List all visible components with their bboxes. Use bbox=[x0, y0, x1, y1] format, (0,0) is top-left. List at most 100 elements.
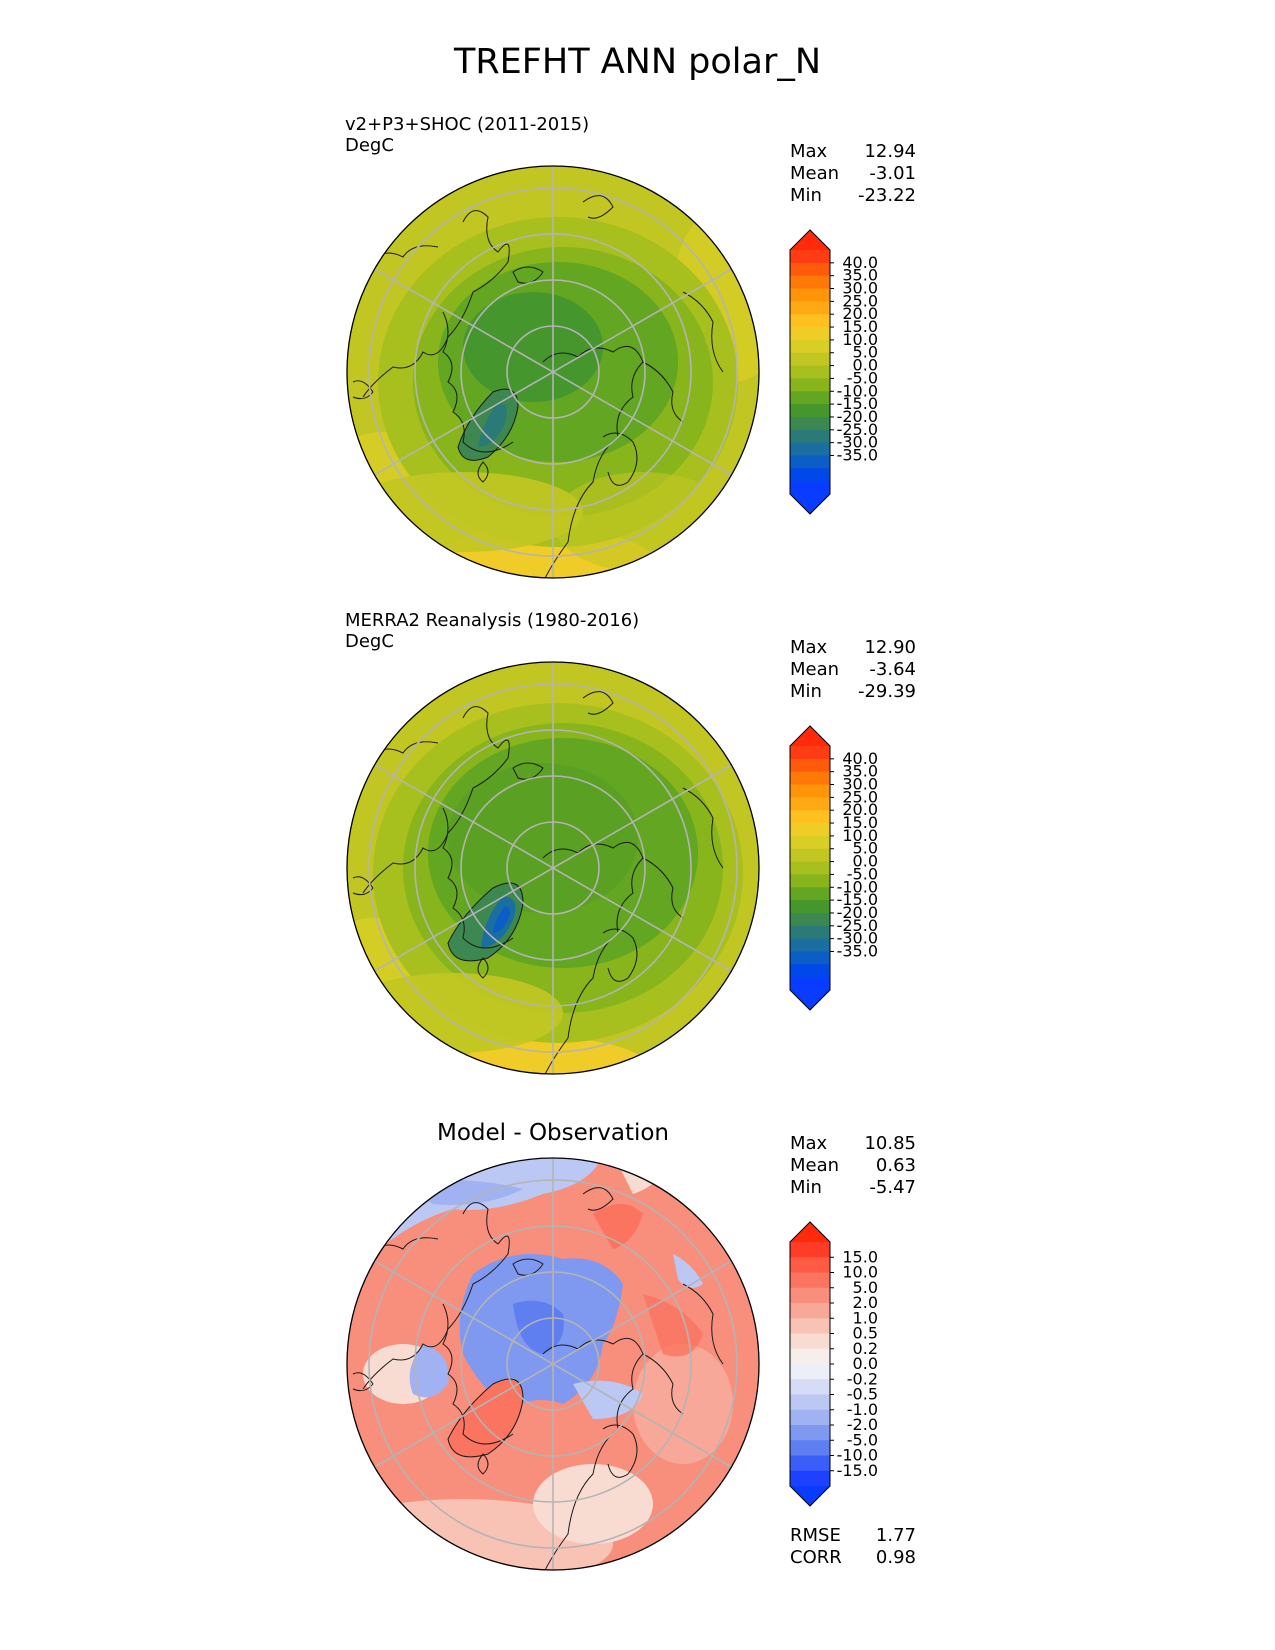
colorbar-segment bbox=[790, 1455, 830, 1472]
stats-diff-bottom: RMSE 1.77 CORR 0.98 bbox=[790, 1525, 916, 1569]
colorbar-segment bbox=[790, 925, 830, 940]
stat-value: -29.39 bbox=[857, 681, 916, 702]
colorbar-extend-top bbox=[790, 1222, 830, 1242]
colorbar-tick-label: 35.0 bbox=[842, 266, 878, 285]
colorbar-tick-label: -25.0 bbox=[837, 420, 878, 439]
colorbar-ref: 40.035.030.025.020.015.010.05.00.0-5.0-1… bbox=[789, 725, 878, 1011]
stat-label: CORR bbox=[790, 1547, 842, 1568]
map-diff bbox=[346, 1157, 760, 1571]
colorbar-tick-label: -1.0 bbox=[847, 1400, 878, 1419]
colorbar-segment bbox=[790, 1303, 830, 1319]
colorbar-segment bbox=[790, 455, 830, 469]
colorbar-tick-label: -20.0 bbox=[837, 407, 878, 426]
colorbar-tick-label: 20.0 bbox=[842, 304, 878, 323]
colorbar-segment bbox=[790, 365, 830, 379]
colorbar-segment bbox=[790, 442, 830, 456]
colorbar-segment bbox=[790, 416, 830, 431]
colorbar-tick-label: -25.0 bbox=[837, 916, 878, 935]
colorbar-tick-label: 0.2 bbox=[853, 1339, 878, 1358]
colorbar-segment bbox=[790, 938, 830, 952]
colorbar-segment bbox=[790, 481, 830, 495]
colorbar-segment bbox=[790, 951, 830, 965]
colorbar-segment bbox=[790, 1318, 830, 1334]
colorbar-tick-label: -10.0 bbox=[837, 1446, 878, 1465]
colorbar-tick-label: 0.0 bbox=[853, 1354, 878, 1373]
colorbar-tick-label: -5.0 bbox=[847, 1430, 878, 1449]
colorbar-segment bbox=[790, 848, 830, 863]
colorbar-segment bbox=[790, 1394, 830, 1411]
map-test bbox=[346, 165, 760, 579]
colorbar-test: 40.035.030.025.020.015.010.05.00.0-5.0-1… bbox=[789, 229, 878, 515]
colorbar-segment bbox=[790, 1440, 830, 1456]
colorbar-segment bbox=[790, 327, 830, 341]
colorbar-segment bbox=[790, 1242, 830, 1258]
colorbar-segment bbox=[790, 1257, 830, 1273]
colorbar-tick-label: 15.0 bbox=[842, 1247, 878, 1266]
stat-label: Mean bbox=[790, 1155, 840, 1176]
colorbar-tick-label: 35.0 bbox=[842, 762, 878, 781]
colorbar-tick-label: 0.5 bbox=[853, 1324, 878, 1343]
colorbar-tick-label: 40.0 bbox=[842, 253, 878, 272]
panel-title-diff: Model - Observation bbox=[436, 1120, 670, 1146]
stat-value: 12.94 bbox=[864, 141, 916, 162]
stat-label: Mean bbox=[790, 659, 840, 680]
colorbar-tick-label: -15.0 bbox=[837, 1461, 878, 1480]
colorbar-tick-label: 30.0 bbox=[842, 775, 878, 794]
colorbar-tick-label: 40.0 bbox=[842, 749, 878, 768]
colorbar-tick-label: 20.0 bbox=[842, 800, 878, 819]
colorbar-segment bbox=[790, 301, 830, 315]
colorbar-segment bbox=[790, 912, 830, 927]
colorbar-segment bbox=[790, 1470, 830, 1487]
stat-label: Min bbox=[790, 1177, 822, 1198]
colorbar-segment bbox=[790, 1348, 830, 1365]
colorbar-segment bbox=[790, 900, 830, 914]
figure-title: TREFHT ANN polar_N bbox=[453, 42, 822, 82]
colorbar-extend-top bbox=[790, 230, 830, 250]
stat-value: 12.90 bbox=[864, 637, 916, 658]
stat-value: 1.77 bbox=[875, 1525, 916, 1546]
colorbar-segment bbox=[790, 1425, 830, 1441]
colorbar-outline bbox=[789, 1221, 831, 1507]
panel-title-test: v2+P3+SHOC (2011-2015) DegC bbox=[345, 114, 589, 156]
colorbar-tick-label: 5.0 bbox=[853, 1278, 878, 1297]
colorbar-diff: 15.010.05.02.01.00.50.20.0-0.2-0.5-1.0-2… bbox=[789, 1221, 878, 1507]
colorbar-tick-label: -35.0 bbox=[837, 445, 878, 464]
colorbar-tick-label: 25.0 bbox=[842, 291, 878, 310]
colorbar-segment bbox=[790, 784, 830, 798]
colorbar-segment bbox=[790, 262, 830, 277]
colorbar-segment bbox=[790, 1409, 830, 1426]
colorbar-segment bbox=[790, 977, 830, 991]
colorbar-segment bbox=[790, 887, 830, 901]
stat-label: RMSE bbox=[790, 1525, 841, 1546]
colorbar-segment bbox=[790, 797, 830, 811]
colorbar-tick-label: 1.0 bbox=[853, 1308, 878, 1327]
stat-value: 10.85 bbox=[864, 1133, 916, 1154]
colorbar-outline bbox=[789, 725, 831, 1011]
stat-label: Max bbox=[790, 1133, 828, 1154]
colorbar-tick-label: -10.0 bbox=[837, 381, 878, 400]
colorbar-segment bbox=[790, 468, 830, 482]
colorbar-tick-label: -2.0 bbox=[847, 1415, 878, 1434]
colorbar-tick-label: -15.0 bbox=[837, 394, 878, 413]
colorbar-tick-label: -30.0 bbox=[837, 929, 878, 948]
colorbar-segment bbox=[790, 378, 830, 392]
stats-ref: Max 12.90 Mean -3.64 Min -29.39 bbox=[790, 637, 916, 703]
colorbar-segment bbox=[790, 861, 830, 875]
colorbar-tick-label: 25.0 bbox=[842, 787, 878, 806]
colorbar-tick-label: -15.0 bbox=[837, 890, 878, 909]
colorbar-segment bbox=[790, 758, 830, 773]
stat-label: Max bbox=[790, 141, 828, 162]
panel-title-ref: MERRA2 Reanalysis (1980-2016) DegC bbox=[345, 610, 639, 652]
stat-label: Max bbox=[790, 637, 828, 658]
stat-value: -3.64 bbox=[869, 659, 916, 680]
colorbar-segment bbox=[790, 404, 830, 418]
colorbar-tick-label: 10.0 bbox=[842, 330, 878, 349]
colorbar-segment bbox=[790, 391, 830, 405]
colorbar-segment bbox=[790, 429, 830, 444]
colorbar-segment bbox=[790, 352, 830, 367]
colorbar-tick-label: -35.0 bbox=[837, 941, 878, 960]
colorbar-segment bbox=[790, 964, 830, 978]
stat-value: -23.22 bbox=[857, 185, 916, 206]
colorbar-tick-label: 5.0 bbox=[853, 343, 878, 362]
colorbar-segment bbox=[790, 835, 830, 850]
